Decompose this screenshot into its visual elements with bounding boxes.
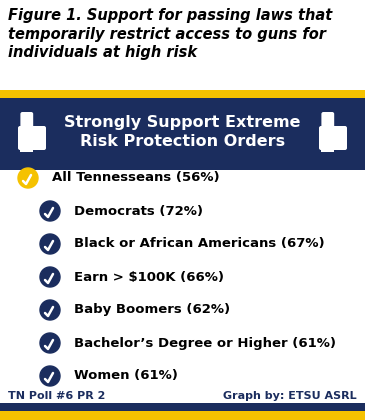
Circle shape — [40, 201, 60, 221]
FancyBboxPatch shape — [18, 126, 46, 150]
FancyBboxPatch shape — [319, 126, 347, 150]
Text: Black or African Americans (67%): Black or African Americans (67%) — [74, 237, 324, 250]
Text: Earn > $100K (66%): Earn > $100K (66%) — [74, 270, 224, 284]
Bar — [0, 98, 365, 170]
Circle shape — [40, 366, 60, 386]
Circle shape — [18, 168, 38, 188]
Text: All Tennesseans (56%): All Tennesseans (56%) — [52, 171, 220, 184]
Circle shape — [40, 234, 60, 254]
Bar — [0, 411, 365, 420]
Text: Graph by: ETSU ASRL: Graph by: ETSU ASRL — [223, 391, 357, 401]
Text: TN Poll #6 PR 2: TN Poll #6 PR 2 — [8, 391, 105, 401]
Text: Figure 1. Support for passing laws that
temporarily restrict access to guns for
: Figure 1. Support for passing laws that … — [8, 8, 332, 60]
Bar — [0, 403, 365, 411]
Circle shape — [40, 300, 60, 320]
Circle shape — [40, 333, 60, 353]
Text: Strongly Support Extreme
Risk Protection Orders: Strongly Support Extreme Risk Protection… — [64, 115, 301, 149]
Bar — [0, 90, 365, 98]
FancyBboxPatch shape — [20, 112, 33, 134]
FancyBboxPatch shape — [322, 112, 334, 134]
Bar — [20, 144, 33, 152]
Text: Democrats (72%): Democrats (72%) — [74, 205, 203, 218]
Text: Women (61%): Women (61%) — [74, 370, 178, 383]
Text: Baby Boomers (62%): Baby Boomers (62%) — [74, 304, 230, 317]
Circle shape — [40, 267, 60, 287]
Text: Bachelor’s Degree or Higher (61%): Bachelor’s Degree or Higher (61%) — [74, 336, 336, 349]
Bar — [321, 144, 334, 152]
